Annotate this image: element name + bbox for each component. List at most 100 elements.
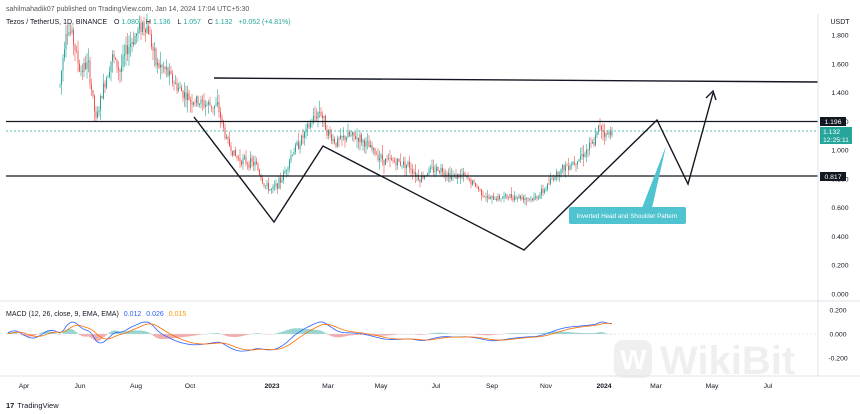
candle-body <box>433 167 434 173</box>
candle-body <box>470 179 472 185</box>
candle-body <box>104 83 106 88</box>
macd-histogram-bar <box>377 334 379 336</box>
macd-histogram-bar <box>153 334 155 337</box>
candle-body <box>593 141 595 146</box>
candle-body <box>356 137 358 140</box>
candle-body <box>287 167 289 171</box>
macd-histogram-bar <box>513 333 515 334</box>
candle-body <box>601 126 602 131</box>
macd-histogram-bar <box>353 334 355 336</box>
candle-body <box>473 180 475 183</box>
candle-body <box>382 154 383 160</box>
current-price-box <box>820 127 852 144</box>
candle-body <box>508 197 509 199</box>
candle-body <box>419 179 421 183</box>
price-ticks: 1.8001.6001.4001.2001.0000.8000.6000.400… <box>831 33 848 299</box>
candle-body <box>394 160 395 162</box>
candle-body <box>598 125 599 132</box>
candle-body <box>464 172 466 177</box>
macd-histogram-bar <box>189 334 191 337</box>
macd-histogram-bar <box>543 332 545 334</box>
candle-body <box>547 183 548 190</box>
neckline-price-box <box>820 172 846 181</box>
macd-histogram-bar <box>341 334 343 337</box>
candle-body <box>340 135 341 140</box>
macd-label[interactable]: MACD (12, 26, close, 9, EMA, EMA) <box>6 311 119 318</box>
macd-histogram-bar <box>577 332 579 334</box>
macd-histogram-bar <box>585 333 587 334</box>
candle-body <box>430 167 431 170</box>
macd-histogram-bar <box>569 332 571 334</box>
candle-body <box>502 197 503 199</box>
symbol-label[interactable]: Tezos / TetherUS, 1D, BINANCE <box>6 19 108 26</box>
candle-body <box>494 199 496 200</box>
macd-histogram-bar <box>445 333 447 334</box>
candle-body <box>214 105 215 109</box>
macd-histogram-bar <box>81 334 83 337</box>
macd-histogram-bar <box>223 334 225 335</box>
macd-line <box>7 321 613 352</box>
candle-body <box>194 102 196 104</box>
time-tick-label: Jun <box>75 383 86 390</box>
macd-histogram-bar <box>215 333 217 334</box>
candle-body <box>541 188 542 195</box>
candle-body <box>346 137 347 141</box>
candle-body <box>565 165 566 171</box>
candle-body <box>440 167 442 173</box>
candle-body <box>539 194 541 198</box>
macd-histogram-bar <box>375 334 377 336</box>
candle-body <box>535 196 536 198</box>
candle-body <box>164 67 166 70</box>
candle-body <box>491 195 493 198</box>
macd-histogram-bar <box>177 334 179 338</box>
candle-body <box>251 158 253 162</box>
candle-body <box>350 134 352 136</box>
candle-body <box>218 102 220 112</box>
candle-body <box>475 182 476 187</box>
macd-histogram-bar <box>351 334 353 336</box>
candle-body <box>448 172 449 176</box>
macd-histogram-bar <box>379 334 381 336</box>
candle-body <box>376 154 377 155</box>
macd-histogram-bar <box>97 334 99 342</box>
macd-histogram-bar <box>187 334 189 337</box>
candle-body <box>499 195 500 199</box>
candle-body <box>320 111 322 116</box>
candle-body <box>169 71 170 76</box>
macd-histogram-bar <box>447 333 449 334</box>
candle-body <box>512 197 514 201</box>
macd-histogram-bar <box>183 334 185 338</box>
macd-histogram-bar <box>111 330 113 334</box>
candle-body <box>421 176 422 183</box>
macd-histogram-bar <box>285 330 287 334</box>
macd-histogram-bar <box>281 331 283 334</box>
footer-brand[interactable]: 17 TradingView <box>6 402 59 410</box>
macd-histogram-bar <box>603 332 605 334</box>
macd-histogram-bar <box>381 334 383 336</box>
macd-histogram-bar <box>129 330 131 334</box>
macd-histogram-bar <box>579 332 581 334</box>
annotation-box[interactable] <box>569 207 686 224</box>
macd-histogram-bar <box>85 334 87 337</box>
macd-histogram-bar <box>529 333 531 334</box>
candle-body <box>554 176 556 180</box>
candle-body <box>548 183 550 185</box>
candle-body <box>362 140 364 143</box>
macd-histogram-bar <box>315 329 317 334</box>
candle-body <box>143 22 145 29</box>
macd-histogram-bar <box>303 328 305 334</box>
candle-body <box>256 161 257 165</box>
candle-body <box>386 158 388 160</box>
candle-body <box>302 135 304 138</box>
candle-body <box>145 28 146 33</box>
time-tick-label: Mar <box>322 383 334 390</box>
annotation-text: Inverted Head and Shoulder Pattern <box>577 213 678 220</box>
published-by: sahilmahadik07 published on TradingView.… <box>6 6 250 13</box>
candle-body <box>122 55 124 67</box>
candle-body <box>187 93 188 100</box>
macd-tick-label: 0.200 <box>829 308 846 315</box>
candle-body <box>307 124 308 129</box>
candle-body <box>239 158 241 162</box>
macd-histogram-bar <box>131 330 133 334</box>
